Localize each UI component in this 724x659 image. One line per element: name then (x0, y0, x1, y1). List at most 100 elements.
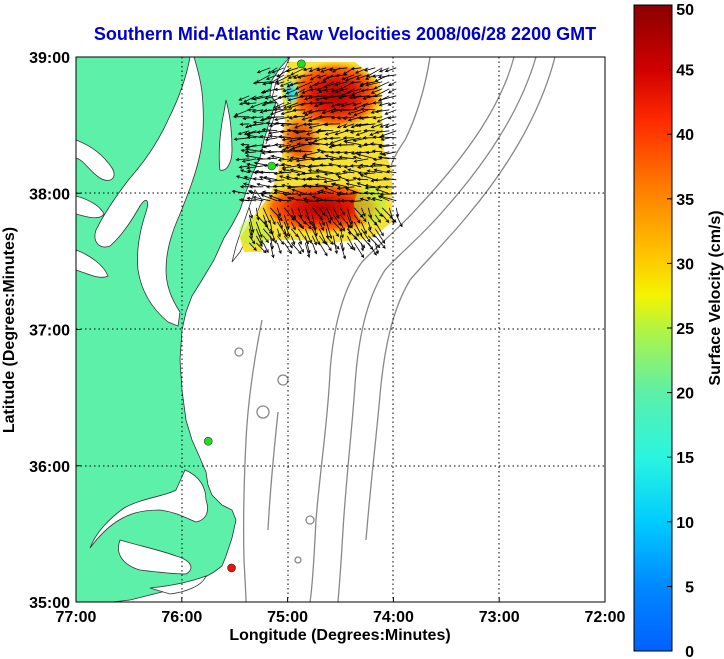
velocity-arrow (309, 67, 320, 72)
velocity-arrow-head (380, 232, 384, 237)
velocity-arrow-head (378, 135, 383, 139)
velocity-arrow-head (289, 244, 293, 249)
velocity-arrow (311, 142, 327, 146)
velocity-arrow (325, 221, 332, 239)
velocity-arrow-head (239, 185, 244, 189)
velocity-arrow (314, 102, 327, 107)
velocity-arrow-head (296, 172, 301, 177)
velocity-arrow-head (278, 135, 283, 139)
velocity-arrow-head (379, 194, 383, 199)
velocity-arrow-head (384, 111, 389, 115)
velocity-arrow-head (353, 112, 358, 116)
velocity-arrow (361, 108, 376, 111)
velocity-arrow (311, 221, 318, 236)
velocity-arrow-head (273, 188, 278, 193)
velocity-arrow-head (308, 240, 312, 244)
velocity-arrow (367, 221, 372, 230)
velocity-arrow-head (272, 221, 276, 226)
velocity-arrow-head (294, 91, 299, 95)
velocity-arrow-head (245, 124, 249, 129)
velocity-arrow (325, 214, 331, 224)
velocity-arrow-head (246, 133, 251, 138)
velocity-arrow-head (323, 96, 328, 100)
velocity-arrow (240, 169, 250, 174)
velocity-arrow-head (292, 241, 296, 246)
velocity-arrow (332, 242, 340, 250)
velocity-arrow-head (314, 183, 319, 187)
velocity-arrow-head (308, 118, 312, 123)
velocity-arrow-head (235, 157, 240, 162)
velocity-arrow (250, 102, 264, 108)
velocity-arrow (283, 214, 290, 229)
velocity-arrow (358, 144, 369, 147)
velocity-arrow-head (288, 158, 293, 162)
velocity-arrow-head (277, 144, 282, 149)
velocity-arrow-head (301, 155, 306, 159)
velocity-arrow (282, 88, 292, 92)
velocity-arrow-head (360, 254, 365, 259)
velocity-arrow-head (349, 164, 354, 168)
velocity-arrow-head (386, 170, 391, 174)
velocity-arrow-head (320, 69, 325, 73)
velocity-arrow-head (319, 163, 324, 167)
velocity-arrow (388, 81, 397, 86)
velocity-arrow-head (267, 149, 272, 154)
velocity-arrow (341, 74, 355, 80)
velocity-arrow-head (375, 250, 380, 255)
velocity-arrow (311, 214, 316, 231)
velocity-arrow-head (370, 90, 375, 94)
velocity-arrow-head (282, 168, 287, 172)
velocity-arrow-head (374, 178, 378, 182)
velocity-arrow (374, 235, 386, 249)
velocity-arrow-head (336, 125, 341, 129)
velocity-arrow (324, 95, 341, 100)
velocity-arrow-head (336, 192, 340, 197)
velocity-arrow-head (318, 115, 322, 119)
velocity-arrow (248, 242, 257, 251)
velocity-arrow (378, 95, 397, 101)
velocity-arrow-head (336, 186, 341, 190)
velocity-arrow-head (315, 130, 320, 134)
velocity-arrow-head (278, 250, 282, 255)
velocity-arrow (255, 242, 267, 253)
velocity-arrow (349, 200, 362, 202)
velocity-arrow-head (259, 243, 263, 247)
velocity-arrow (371, 88, 383, 94)
velocity-arrow (290, 207, 296, 219)
velocity-arrow-head (255, 79, 260, 83)
depth-contours (234, 57, 556, 602)
velocity-arrow-head (262, 145, 267, 149)
velocity-arrow-head (303, 153, 307, 157)
velocity-arrow (283, 102, 299, 109)
velocity-arrow (320, 67, 334, 73)
velocity-arrow (316, 130, 327, 133)
velocity-arrow-head (273, 171, 278, 176)
velocity-arrow-head (323, 180, 328, 184)
velocity-arrow-head (250, 116, 255, 120)
velocity-arrow (282, 165, 299, 169)
velocity-arrow (367, 207, 372, 218)
velocity-arrow-head (371, 162, 376, 166)
velocity-arrow (387, 170, 397, 174)
velocity-arrow (329, 67, 348, 71)
velocity-arrow-head (244, 145, 249, 149)
velocity-arrow (282, 137, 299, 141)
velocity-arrow (265, 95, 278, 99)
velocity-arrow (257, 67, 271, 73)
velocity-arrow (378, 144, 390, 147)
velocity-arrow (345, 74, 362, 81)
velocity-arrow-head (335, 150, 340, 155)
velocity-arrow-head (256, 182, 261, 187)
velocity-arrow-head (264, 137, 269, 142)
velocity-arrow-head (259, 118, 264, 122)
velocity-arrow-head (350, 67, 355, 71)
velocity-hotspot-south (260, 182, 384, 234)
velocity-arrow (274, 88, 285, 91)
velocity-arrow (366, 67, 383, 77)
velocity-arrow (292, 144, 306, 149)
velocity-arrow-head (342, 124, 347, 129)
velocity-arrow-head (336, 245, 340, 250)
velocity-arrow-head (277, 198, 282, 203)
velocity-arrow-head (336, 215, 340, 219)
velocity-arrow (330, 137, 348, 144)
